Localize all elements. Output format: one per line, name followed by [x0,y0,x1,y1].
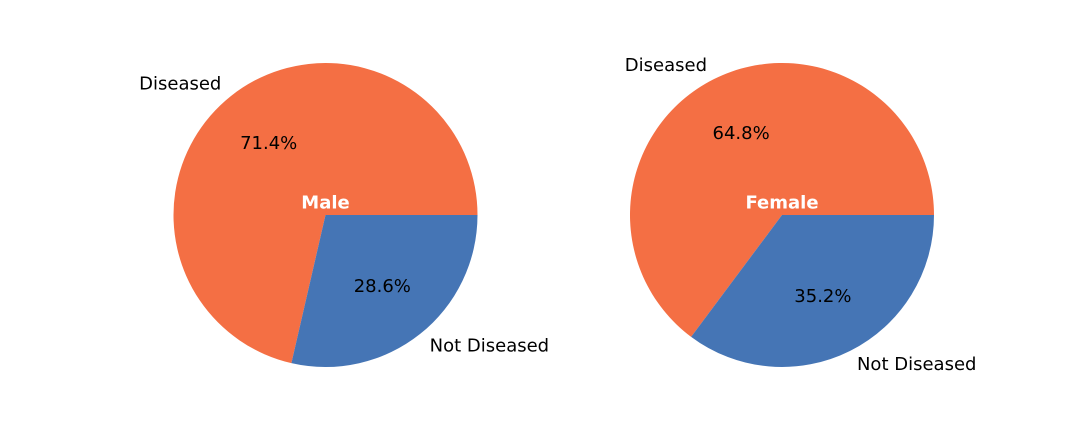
pct-label-not-diseased: 35.2% [794,286,851,307]
slice-not-diseased [291,215,478,367]
pct-label-diseased: 64.8% [713,123,770,144]
pct-label-diseased: 71.4% [240,133,297,154]
chart-title: Male [301,193,349,214]
category-label-diseased: Diseased [625,55,707,76]
pct-label-not-diseased: 28.6% [354,276,411,297]
chart-title: Female [745,193,818,214]
pie-chart-female: 64.8% Diseased 35.2% Not Diseased Female [625,55,977,375]
slice-not-diseased [691,215,934,367]
slice-diseased [629,63,934,337]
category-label-not-diseased: Not Diseased [857,354,976,375]
category-label-diseased: Diseased [139,74,221,95]
category-label-not-diseased: Not Diseased [430,335,549,356]
pie-chart-male: 71.4% Diseased 28.6% Not Diseased Male [139,63,549,367]
slice-diseased [173,63,478,364]
